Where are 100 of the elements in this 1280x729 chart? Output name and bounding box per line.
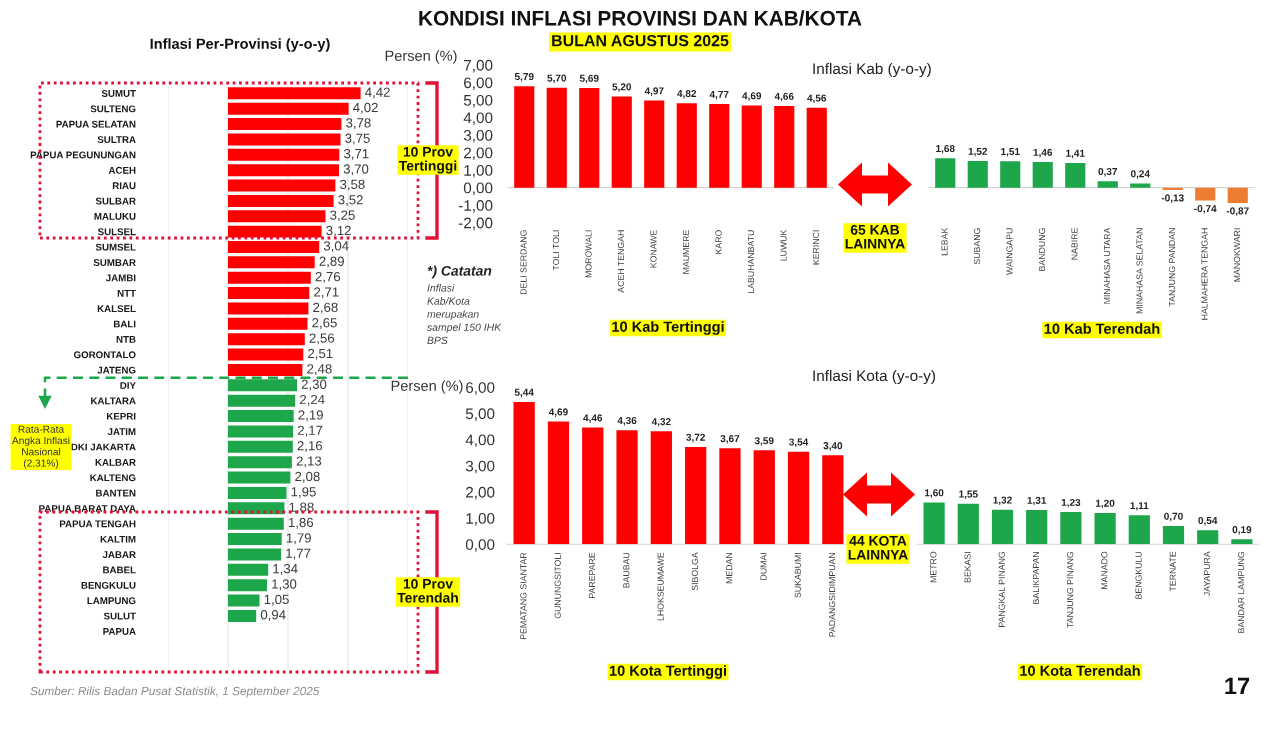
- text: KONDISI INFLASI PROVINSI DAN KAB/KOTA: [419, 10, 862, 26]
- x-tick-label: KARO: [715, 230, 722, 254]
- y-tick-label: BABEL: [103, 566, 136, 574]
- bar: [514, 86, 535, 188]
- data-label: 3,78: [346, 118, 371, 130]
- text: Rata-Rata Angka Inflasi Nasional (2,31%): [12, 425, 70, 469]
- bar: [228, 302, 309, 315]
- data-label: 5,70: [547, 74, 567, 84]
- y-tick-label: NTB: [116, 336, 136, 343]
- data-label: 1,68: [936, 144, 955, 154]
- bar: [228, 594, 260, 607]
- bar: [228, 440, 293, 453]
- data-label: 1,95: [291, 487, 316, 499]
- y-tick-label: BALI: [113, 320, 136, 328]
- y-tick-label: DKI JAKARTA: [71, 443, 136, 451]
- y-tick-label: KALTARA: [91, 397, 136, 405]
- text: BULAN AGUSTUS 2025: [552, 34, 729, 47]
- data-label: 3,04: [323, 241, 349, 253]
- data-label: 3,72: [686, 433, 705, 443]
- x-tick-label: BEKASI: [964, 552, 971, 583]
- data-label: 2,68: [313, 302, 338, 314]
- y-tick-label: MALUKU: [94, 213, 136, 220]
- data-label: 4,82: [677, 89, 697, 99]
- bar: [650, 431, 672, 545]
- data-label: 1,41: [1066, 149, 1085, 159]
- data-label: 2,71: [314, 287, 339, 299]
- y-tick-label: KALBAR: [95, 459, 136, 466]
- data-label: 4,56: [807, 94, 827, 104]
- bar: [228, 133, 341, 146]
- data-label: 5,79: [514, 72, 534, 82]
- bar: [616, 430, 638, 545]
- data-label: 0,70: [1164, 512, 1183, 522]
- bar: [228, 394, 296, 407]
- data-label: 2,56: [309, 333, 335, 345]
- bar: [1195, 187, 1216, 201]
- y-tick-label: JAMBI: [105, 274, 136, 282]
- annotation: 10 Prov Tertinggi: [398, 146, 457, 174]
- bar: [546, 87, 567, 188]
- data-label: 1,86: [288, 517, 314, 529]
- bar: [1065, 162, 1086, 188]
- data-label: 5,69: [579, 74, 599, 84]
- x-tick-label: BANDAR LAMPUNG: [1238, 551, 1245, 633]
- y-tick-label: 4,00: [463, 112, 493, 126]
- data-label: 1,05: [264, 594, 289, 606]
- y-tick-label: PAPUA PEGUNUNGAN: [30, 151, 136, 159]
- data-label: 1,23: [1061, 498, 1081, 508]
- bar: [685, 446, 707, 545]
- bar: [1000, 161, 1021, 188]
- y-tick-label: 5,00: [463, 94, 493, 108]
- bar: [1026, 510, 1048, 545]
- data-label: 2,19: [298, 410, 323, 422]
- y-tick-label: KEPRI: [106, 412, 136, 420]
- text: 65 KAB LAINNYA: [845, 224, 905, 249]
- x-tick-label: BENGKULU: [1135, 551, 1142, 599]
- x-tick-label: PEMATANG SIANTAR: [520, 552, 527, 640]
- bar: [774, 106, 795, 188]
- bar: [1060, 512, 1082, 545]
- bar: [228, 579, 267, 592]
- bar: [753, 450, 775, 545]
- x-axis-title: 10 Kab Terendah: [1044, 323, 1160, 334]
- data-label: 0,37: [1098, 167, 1118, 177]
- y-axis-title: Persen (%): [391, 380, 463, 394]
- y-tick-label: BANTEN: [96, 489, 136, 497]
- y-tick-label: SUMSEL: [95, 243, 136, 251]
- x-axis-title: 10 Kota Terendah: [1020, 665, 1140, 676]
- bar: [1032, 162, 1053, 188]
- bar: [228, 256, 315, 269]
- data-label: 1,79: [286, 533, 311, 545]
- x-tick-label: PADANGSIDIMPUAN: [829, 553, 836, 637]
- data-label: 2,65: [312, 318, 337, 329]
- bar: [228, 317, 308, 330]
- y-tick-label: JATIM: [107, 428, 136, 436]
- text: Inflasi Kab/Kota merupakan sampel 150 IHK BPS: [427, 284, 502, 345]
- data-label: 2,08: [295, 471, 320, 483]
- data-label: 2,16: [297, 441, 323, 452]
- y-tick-label: GORONTALO: [73, 351, 136, 359]
- data-label: 4,69: [548, 408, 568, 417]
- y-tick-label: SULSEL: [97, 228, 136, 236]
- data-label: 2,51: [308, 348, 333, 360]
- y-tick-label: SULUT: [103, 612, 136, 620]
- bar: [719, 448, 741, 545]
- bar: [228, 148, 340, 161]
- x-tick-label: KERINCI: [812, 230, 820, 265]
- bar: [228, 271, 311, 284]
- bar: [228, 379, 297, 392]
- data-label: 1,52: [968, 147, 988, 157]
- x-tick-label: MANADO: [1101, 551, 1108, 589]
- data-label: 2,24: [300, 394, 325, 406]
- data-label: 4,66: [774, 92, 794, 102]
- bar: [228, 609, 257, 622]
- y-tick-label: 1,00: [466, 513, 495, 526]
- x-tick-label: BAUBAU: [623, 552, 630, 588]
- bar: [228, 87, 361, 100]
- x-tick-label: BANDUNG: [1038, 228, 1046, 271]
- data-label: 3,67: [720, 435, 740, 444]
- data-label: 3,12: [326, 225, 351, 237]
- bar: [935, 158, 956, 188]
- data-label: 3,70: [343, 164, 369, 176]
- y-tick-label: SUMBAR: [93, 259, 136, 266]
- x-tick-label: GUNUNGSITOLI: [554, 553, 561, 619]
